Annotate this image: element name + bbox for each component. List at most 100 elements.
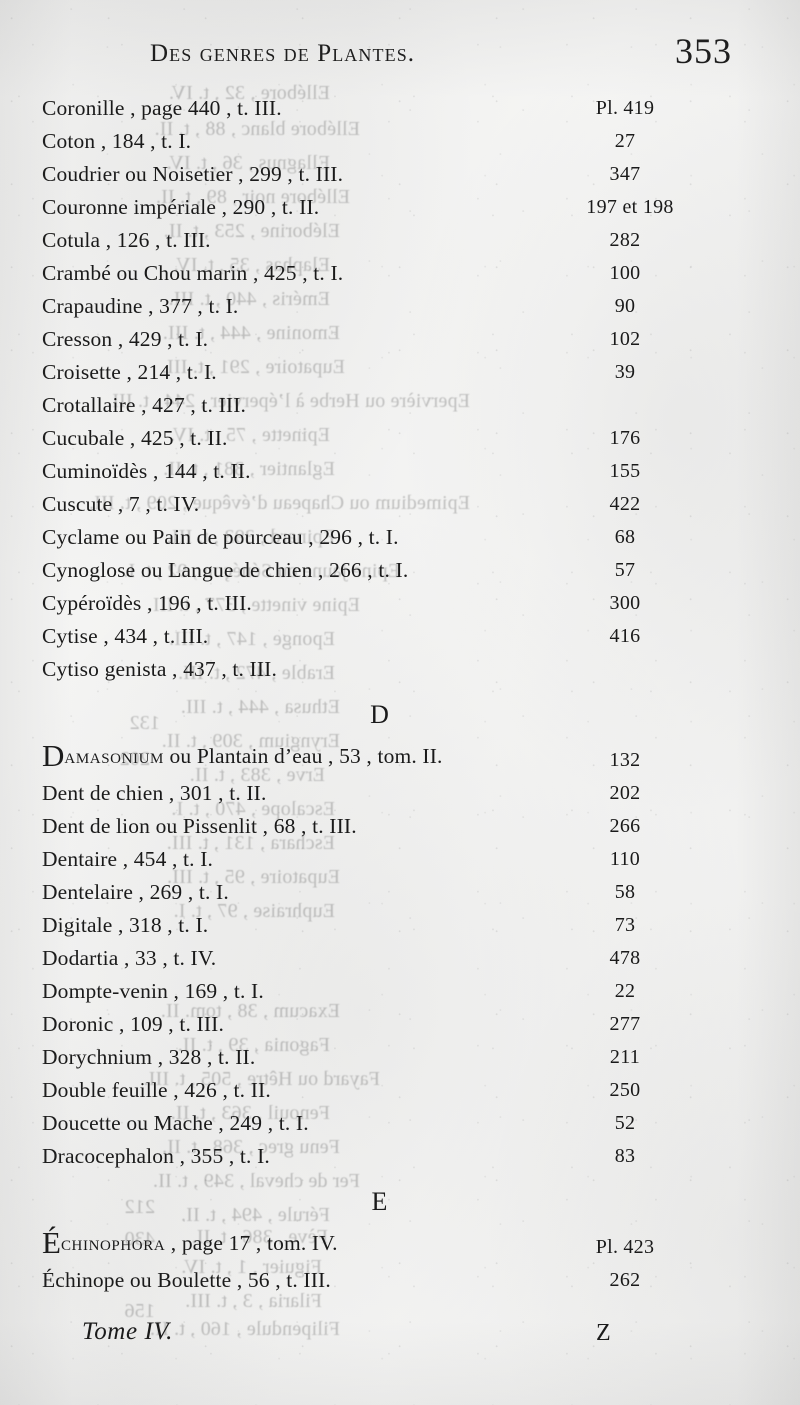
plate-number-value: 73 bbox=[614, 914, 636, 936]
index-entry: Croisette , 214 , t. I. 39 bbox=[0, 356, 800, 389]
index-entry: Cresson , 429 , t. I. 102 bbox=[0, 323, 800, 356]
index-entry-plate-number: 422 bbox=[560, 488, 690, 521]
index-entry-label: Dodartia , 33 , t. IV. bbox=[42, 946, 217, 970]
plate-number-value: 39 bbox=[614, 361, 636, 383]
index-entry-plate-number: 202 bbox=[560, 777, 690, 810]
plate-prefix-label: Pl. bbox=[595, 1236, 619, 1258]
index-entry-label: Crambé ou Chou marin , 425 , t. I. bbox=[42, 261, 344, 285]
index-entry-plate-number: 39 bbox=[560, 356, 690, 389]
index-entry: Dorychnium , 328 , t. II. 211 bbox=[0, 1041, 800, 1074]
index-entry-label: Échinope ou Boulette , 56 , t. III. bbox=[42, 1268, 331, 1292]
plate-number-value: 176 bbox=[609, 427, 641, 449]
index-entry-label: Dracocephalon , 355 , t. I. bbox=[42, 1144, 270, 1168]
index-entry-label: Coronille , page 440 , t. III. bbox=[42, 96, 282, 120]
page-footer: Tome IV. Z bbox=[0, 1318, 800, 1358]
plate-number-value: 68 bbox=[614, 526, 636, 548]
index-entry-plate-number: 110 bbox=[560, 843, 690, 876]
index-entry: Crotallaire , 427 , t. III. bbox=[0, 389, 800, 422]
footer-signature-mark: Z bbox=[596, 1320, 611, 1346]
plate-number-value: 423 bbox=[623, 1236, 655, 1258]
index-entry: Crapaudine , 377 , t. I. 90 bbox=[0, 290, 800, 323]
index-entry-plate-number: 262 bbox=[560, 1264, 690, 1297]
index-entry-label: Damasonium ou Plantain d’eau , 53 , tom.… bbox=[42, 740, 443, 773]
index-entry-label: Cyclame ou Pain de pourceau , 296 , t. I… bbox=[42, 525, 399, 549]
index-entry-label: Crotallaire , 427 , t. III. bbox=[42, 393, 247, 417]
plate-number-value: 100 bbox=[609, 262, 641, 284]
index-entry: Doucette ou Mache , 249 , t. I. 52 bbox=[0, 1107, 800, 1140]
index-entry-plate-number: 416 bbox=[560, 620, 690, 653]
index-entry-label: Cucubale , 425 , t. II. bbox=[42, 426, 228, 450]
index-entry: Coudrier ou Noisetier , 299 , t. III. 347 bbox=[0, 158, 800, 191]
index-entry-dropcap: É bbox=[42, 1225, 61, 1260]
index-entry-plate-number: 211 bbox=[560, 1041, 690, 1074]
index-entry-plate-number: Pl. 423 bbox=[560, 1231, 690, 1264]
index-entry-plate-number: 58 bbox=[560, 876, 690, 909]
index-entry-label-text: ou Plantain d’eau , 53 , tom. II. bbox=[163, 744, 443, 768]
index-entry: Damasonium ou Plantain d’eau , 53 , tom.… bbox=[0, 740, 800, 777]
page-folio-number: 353 bbox=[675, 31, 732, 71]
index-entry-label: Cytise , 434 , t. III. bbox=[42, 624, 209, 648]
index-entry: Double feuille , 426 , t. II. 250 bbox=[0, 1074, 800, 1107]
index-entry: Digitale , 318 , t. I. 73 bbox=[0, 909, 800, 942]
plate-number-value: 202 bbox=[609, 782, 641, 804]
index-entry: Dodartia , 33 , t. IV. 478 bbox=[0, 942, 800, 975]
index-entry-label: Dorychnium , 328 , t. II. bbox=[42, 1045, 256, 1069]
plate-number-value: 211 bbox=[609, 1046, 641, 1068]
plate-number-value: 300 bbox=[609, 592, 641, 614]
index-entry-label: Crapaudine , 377 , t. I. bbox=[42, 294, 239, 318]
plate-number-value: 250 bbox=[609, 1079, 641, 1101]
plate-number-value: 52 bbox=[614, 1112, 636, 1134]
index-entry-label: Cynoglose ou Langue de chien , 266 , t. … bbox=[42, 558, 409, 582]
index-entry-label: Cytiso genista , 437 , t. III. bbox=[42, 657, 278, 681]
index-entry-label: Couronne impériale , 290 , t. II. bbox=[42, 195, 320, 219]
plate-number-value: 422 bbox=[609, 493, 641, 515]
index-entry: Doronic , 109 , t. III. 277 bbox=[0, 1008, 800, 1041]
plate-number-value: 102 bbox=[609, 328, 641, 350]
index-entry: Cotula , 126 , t. III. 282 bbox=[0, 224, 800, 257]
section-heading-letter: E bbox=[371, 1187, 389, 1216]
index-entry-label: Double feuille , 426 , t. II. bbox=[42, 1078, 271, 1102]
plate-number-value: 58 bbox=[614, 881, 636, 903]
index-entry: Cypéroïdès , 196 , t. III. 300 bbox=[0, 587, 800, 620]
plate-number-value: 132 bbox=[609, 749, 641, 771]
index-entry: Dent de lion ou Pissenlit , 68 , t. III.… bbox=[0, 810, 800, 843]
index-entry-plate-number: 277 bbox=[560, 1008, 690, 1041]
index-entry-plate-number: 300 bbox=[560, 587, 690, 620]
index-entry: Cuscute , 7 , t. IV. 422 bbox=[0, 488, 800, 521]
index-entry-label: Dentelaire , 269 , t. I. bbox=[42, 880, 229, 904]
plate-number-value: 155 bbox=[609, 460, 641, 482]
index-entry-plate-number: 176 bbox=[560, 422, 690, 455]
index-entry: Dent de chien , 301 , t. II. 202 bbox=[0, 777, 800, 810]
index-entry-plate-number: 73 bbox=[560, 909, 690, 942]
index-entry-plate-number: 197 et 198 bbox=[530, 191, 730, 224]
index-entry: Coronille , page 440 , t. III. Pl. 419 bbox=[0, 92, 800, 125]
index-entry-plate-number: 100 bbox=[560, 257, 690, 290]
section-heading: D bbox=[0, 686, 800, 744]
section-heading: E bbox=[0, 1173, 800, 1231]
plate-number-value: 90 bbox=[614, 295, 636, 317]
index-entry-plate-number: 102 bbox=[560, 323, 690, 356]
index-entry-label: Cuscute , 7 , t. IV. bbox=[42, 492, 200, 516]
index-entry-plate-number: 68 bbox=[560, 521, 690, 554]
plate-number-value: 27 bbox=[614, 130, 636, 152]
index-entry: Couronne impériale , 290 , t. II. 197 et … bbox=[0, 191, 800, 224]
plate-number-value: 262 bbox=[609, 1269, 641, 1291]
index-entry-plate-number: 132 bbox=[560, 744, 690, 777]
index-entry-label: Coton , 184 , t. I. bbox=[42, 129, 192, 153]
index-entry-label: Coudrier ou Noisetier , 299 , t. III. bbox=[42, 162, 344, 186]
plate-number-value: 277 bbox=[609, 1013, 641, 1035]
index-entry-plate-number: Pl. 419 bbox=[560, 92, 690, 125]
index-entry-plate-number: 83 bbox=[560, 1140, 690, 1173]
index-entry: Dentelaire , 269 , t. I. 58 bbox=[0, 876, 800, 909]
index-entry-plate-number: 282 bbox=[560, 224, 690, 257]
index-entry-label: Cresson , 429 , t. I. bbox=[42, 327, 209, 351]
index-entry-label: Doronic , 109 , t. III. bbox=[42, 1012, 224, 1036]
index-entry-smallcaps: chinophora bbox=[60, 1231, 166, 1255]
index-entry-plate-number: 347 bbox=[560, 158, 690, 191]
index-entry: Crambé ou Chou marin , 425 , t. I. 100 bbox=[0, 257, 800, 290]
plate-prefix-label: Pl. bbox=[595, 97, 619, 119]
plate-number-value: 57 bbox=[614, 559, 636, 581]
index-entry-label: Dent de lion ou Pissenlit , 68 , t. III. bbox=[42, 814, 357, 838]
